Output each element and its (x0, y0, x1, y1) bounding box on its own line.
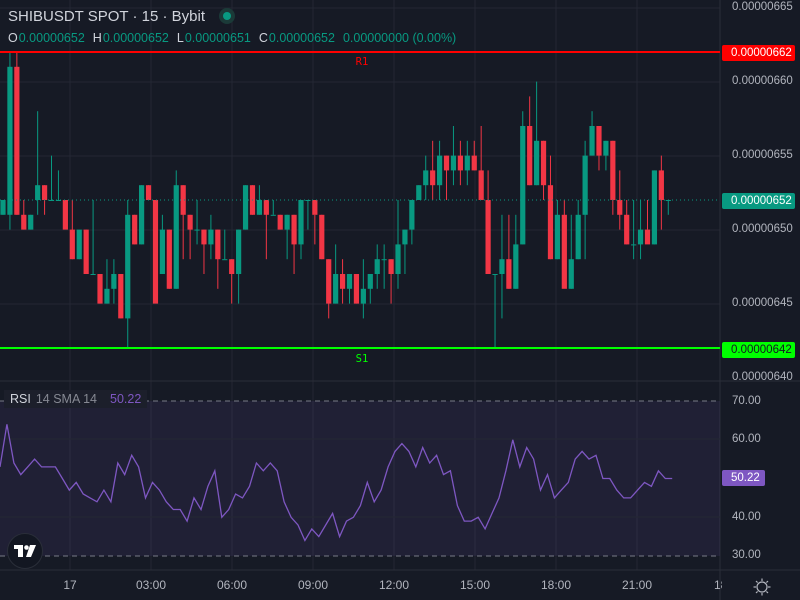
time-axis-label: 12:00 (378, 578, 410, 592)
open-value: 0.00000652 (18, 31, 85, 45)
time-axis-label: 18:00 (540, 578, 572, 592)
rsi-params: 14 SMA 14 (35, 392, 97, 406)
change-value: 0.00000000 (0.00%) (342, 31, 457, 45)
settings-gear-icon[interactable] (753, 578, 771, 596)
rsi-axis-label: 60.00 (732, 433, 761, 445)
market-status-icon (219, 8, 235, 24)
time-axis-label: 09:00 (297, 578, 329, 592)
close-label: C (258, 31, 268, 45)
rsi-axis-label: 70.00 (732, 395, 761, 407)
time-axis-label: 15:00 (459, 578, 491, 592)
s1-label: S1 (355, 353, 369, 365)
close-value: 0.00000652 (268, 31, 335, 45)
low-value: 0.00000651 (184, 31, 251, 45)
price-axis-label: 0.00000660 (732, 75, 793, 87)
rsi-value-tag: 50.22 (722, 470, 765, 486)
rsi-axis-label: 40.00 (732, 511, 761, 523)
rsi-value: 50.22 (110, 392, 142, 406)
price-axis-label: 0.00000650 (732, 223, 793, 235)
time-axis-label: 17 (63, 578, 77, 592)
time-axis-label: 03:00 (135, 578, 167, 592)
low-label: L (176, 31, 184, 45)
rsi-name: RSI (10, 392, 31, 406)
high-value: 0.00000652 (102, 31, 169, 45)
last-price-tag: 0.00000652 (722, 193, 795, 209)
price-axis-label: 0.00000640 (732, 371, 793, 380)
ohlc-legend: O 0.00000652 H 0.00000652 L 0.00000651 C… (8, 31, 464, 45)
rsi-legend[interactable]: RSI 14 SMA 14 50.22 (4, 390, 148, 408)
price-axis-label: 0.00000665 (732, 1, 793, 13)
open-label: O (8, 31, 18, 45)
high-label: H (92, 31, 102, 45)
tradingview-logo-icon[interactable] (7, 533, 43, 569)
price-axis-label: 0.00000645 (732, 297, 793, 309)
price-axis-label: 0.00000655 (732, 149, 793, 161)
time-axis-label: 21:00 (621, 578, 653, 592)
time-axis-label: 06:00 (216, 578, 248, 592)
symbol-title: SHIBUSDT SPOT · 15 · Bybit (8, 7, 205, 25)
s1-price-tag: 0.00000642 (722, 342, 795, 358)
time-axis-label: 18 (714, 578, 722, 592)
rsi-axis-label: 30.00 (732, 549, 761, 561)
symbol-title-row[interactable]: SHIBUSDT SPOT · 15 · Bybit (8, 6, 235, 26)
r1-label: R1 (355, 56, 369, 68)
r1-price-tag: 0.00000662 (722, 45, 795, 61)
